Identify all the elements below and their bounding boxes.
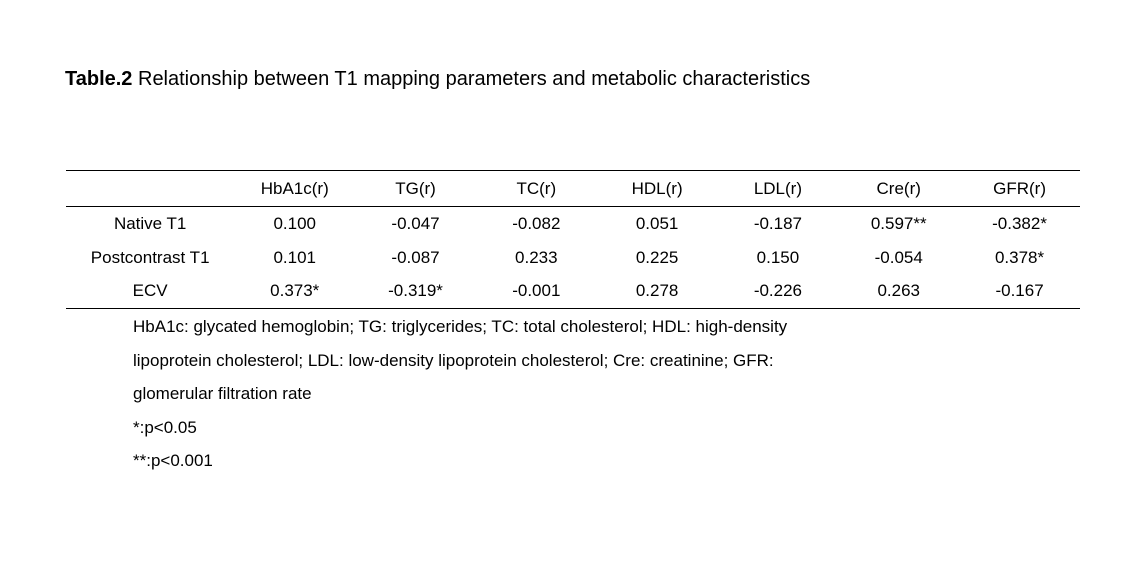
row-label: Postcontrast T1 — [90, 247, 210, 267]
correlation-value-cell: -0.082 — [512, 213, 561, 233]
correlation-value-cell: 0.373* — [270, 281, 320, 301]
table-header-row: HbA1c(r) TG(r) TC(r) HDL(r) LDL(r) Cre(r) GFR(… — [66, 170, 1080, 207]
column-header: HDL(r) — [631, 178, 683, 198]
correlation-value-cell: -0.087 — [391, 247, 440, 267]
footnote-line: lipoprotein cholesterol; LDL: low-densit… — [133, 350, 774, 370]
column-header: Cre(r) — [876, 178, 921, 198]
footnote-line: HbA1c: glycated hemoglobin; TG: triglyce… — [133, 317, 788, 336]
correlation-value-cell: -0.001 — [512, 281, 561, 301]
correlation-value-cell: -0.226 — [753, 281, 803, 301]
table-row: Native T1 0.100 -0.047 -0.082 0.051 -0.187 0.5… — [66, 207, 1080, 241]
table-row: Postcontrast T1 0.101 -0.087 0.233 0.225 0.15… — [66, 241, 1080, 275]
column-header: LDL(r) — [753, 178, 802, 198]
table-caption-number: Table.2 — [65, 68, 133, 90]
correlation-value-cell: 0.263 — [877, 281, 920, 301]
row-label: Native T1 — [113, 213, 187, 233]
correlation-value-cell: 0.378* — [994, 247, 1045, 267]
table-caption-text: Relationship between T1 mapping paramete… — [132, 68, 811, 90]
correlation-value-cell: 0.101 — [273, 247, 316, 267]
correlation-value-cell: 0.150 — [756, 247, 800, 267]
column-header: TC(r) — [516, 178, 557, 198]
correlation-value-cell: -0.054 — [874, 247, 923, 267]
footnote-line: *:p<0.05 — [133, 417, 197, 437]
correlation-table: HbA1c(r) TG(r) TC(r) HDL(r) LDL(r) Cre(r) GFR(… — [66, 170, 1080, 309]
correlation-value-cell: 0.051 — [635, 213, 679, 233]
row-label: ECV — [132, 281, 168, 301]
correlation-value-cell: -0.167 — [995, 281, 1044, 301]
correlation-value-cell: -0.319* — [388, 281, 443, 301]
correlation-value-cell: 0.225 — [635, 247, 679, 267]
correlation-value-cell: 0.278 — [635, 281, 679, 301]
column-header: HbA1c(r) — [260, 178, 329, 198]
footnote-line: **:p<0.001 — [133, 451, 213, 470]
correlation-value-cell: -0.187 — [753, 213, 803, 233]
correlation-value-cell: -0.382* — [992, 213, 1047, 233]
table-caption: Table.2 Relationship between T1 mapping … — [65, 66, 810, 92]
correlation-value-cell: 0.233 — [515, 247, 558, 267]
column-header: GFR(r) — [993, 178, 1046, 198]
correlation-value-cell: 0.597** — [870, 213, 927, 233]
column-header: TG(r) — [395, 178, 436, 198]
correlation-value-cell: -0.047 — [391, 213, 440, 233]
table-row: ECV 0.373* -0.319* -0.001 0.278 -0.226 0.263 -0… — [66, 275, 1080, 309]
footnote-line: glomerular filtration rate — [133, 384, 312, 403]
table-footnotes: HbA1c: glycated hemoglobin; TG: triglyce… — [133, 310, 787, 478]
correlation-value-cell: 0.100 — [273, 213, 316, 233]
table-body: Native T1 0.100 -0.047 -0.082 0.051 -0.187 0.5… — [66, 207, 1080, 309]
row-label-column-header — [66, 171, 234, 207]
